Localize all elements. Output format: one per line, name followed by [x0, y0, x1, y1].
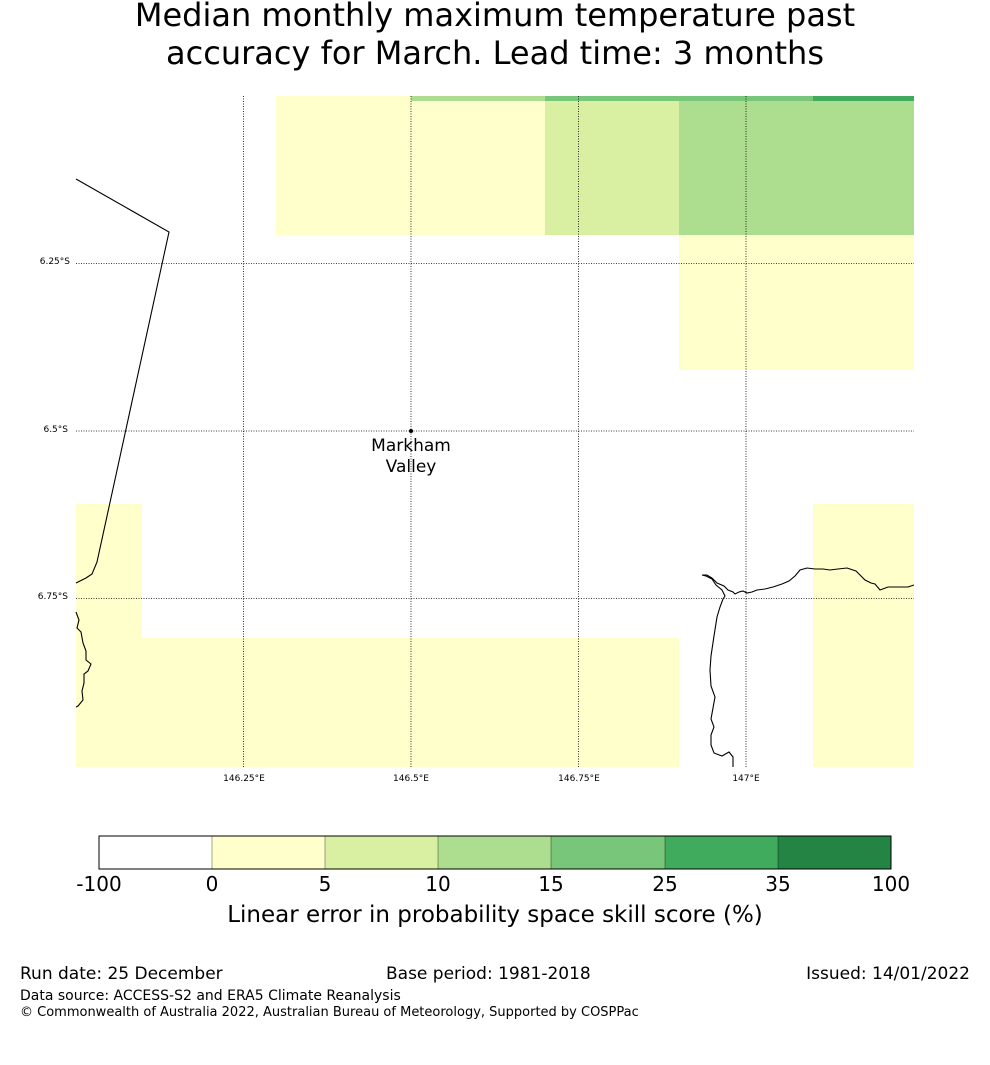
skill-cell	[813, 96, 914, 101]
skill-score-map	[75, 96, 915, 767]
boundary-lines	[75, 178, 915, 767]
coastline	[701, 567, 915, 767]
colorbar-swatch	[438, 836, 551, 869]
colorbar-frame	[98, 835, 892, 870]
skill-cell	[679, 235, 914, 370]
colorbar-tick-label: 10	[425, 872, 451, 896]
colorbar-tick-label: 35	[765, 872, 791, 896]
run-date: Run date: 25 December	[20, 964, 223, 984]
skill-cell	[276, 96, 411, 235]
location-name-line-2: Valley	[385, 457, 437, 477]
colorbar-dividers	[211, 836, 779, 869]
colorbar-swatch	[325, 836, 438, 869]
skill-cell	[545, 96, 679, 235]
lat-label-6-25: 6.25°S	[39, 257, 70, 267]
colorbar-swatch	[551, 836, 665, 869]
colorbar-tick-label: 15	[538, 872, 564, 896]
skill-cell	[411, 96, 545, 235]
lon-label-146-5: 146.5°E	[393, 774, 429, 784]
colorbar-tick-label: 100	[871, 872, 911, 896]
map-title: Median monthly maximum temperature past …	[0, 0, 990, 72]
issued-date: Issued: 14/01/2022	[806, 964, 970, 984]
data-source: Data source: ACCESS-S2 and ERA5 Climate …	[20, 988, 401, 1004]
colorbar-swatches	[99, 836, 891, 869]
border-line	[75, 178, 170, 584]
location-name-line-1: Markham	[371, 436, 451, 456]
colorbar-title: Linear error in probability space skill …	[227, 902, 763, 928]
lat-label-6-5: 6.5°S	[43, 425, 68, 435]
title-line-2: accuracy for March. Lead time: 3 months	[166, 34, 824, 72]
colorbar-tick-label: 25	[652, 872, 678, 896]
colorbar-tick-label: -100	[76, 872, 122, 896]
colorbar-swatch	[212, 836, 325, 869]
lon-label-146-25: 146.25°E	[223, 774, 265, 784]
skill-cells	[76, 96, 914, 767]
colorbar-tick-label: 5	[318, 872, 332, 896]
copyright-notice: © Commonwealth of Australia 2022, Austra…	[20, 1005, 639, 1020]
colorbar-swatch	[665, 836, 778, 869]
skill-cell	[679, 96, 914, 235]
skill-cell	[76, 504, 142, 767]
river-line	[75, 611, 92, 708]
colorbar-swatch	[99, 836, 212, 869]
lon-label-147: 147°E	[732, 774, 760, 784]
title-line-1: Median monthly maximum temperature past	[134, 0, 856, 34]
skill-cell	[411, 96, 545, 101]
colorbar-swatch	[778, 836, 891, 869]
lat-label-6-75: 6.75°S	[37, 592, 68, 602]
lon-label-146-75: 146.75°E	[558, 774, 600, 784]
skill-cell	[813, 504, 914, 767]
location-label: Markham Valley	[341, 436, 481, 478]
location-marker	[409, 429, 413, 433]
colorbar-tick-label: 0	[205, 872, 219, 896]
base-period: Base period: 1981-2018	[386, 964, 591, 984]
skill-cell	[545, 96, 813, 101]
skill-cell	[142, 638, 679, 767]
